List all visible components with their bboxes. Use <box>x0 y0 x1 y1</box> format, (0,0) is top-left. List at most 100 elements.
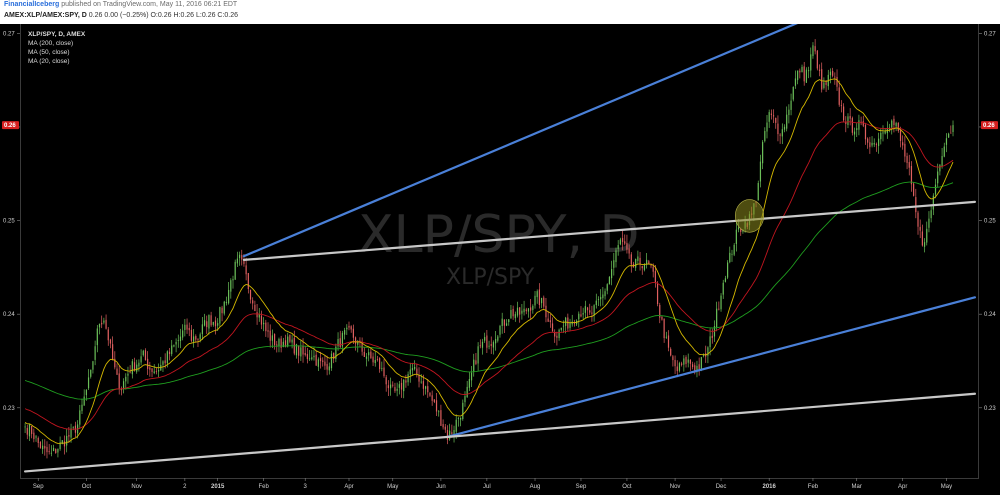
candle-body <box>597 299 600 300</box>
candle-body <box>950 132 952 134</box>
candle-body <box>534 295 536 306</box>
candle-body <box>245 265 247 275</box>
candle-body <box>832 70 834 76</box>
candle-body <box>271 335 273 341</box>
candle-body <box>646 259 648 265</box>
candle-body <box>98 323 101 328</box>
y-tick-label-right: 0.23 <box>984 406 996 412</box>
candle-body <box>941 156 943 167</box>
candle-body <box>948 133 950 138</box>
y-tick-label-right: 0.25 <box>984 219 996 225</box>
candle-body <box>792 87 794 100</box>
candle-body <box>737 227 740 230</box>
x-tick-label: Oct <box>622 484 632 490</box>
candle-body <box>895 122 897 127</box>
candle-body <box>639 257 641 265</box>
candle-body <box>921 231 923 246</box>
candle-body <box>335 346 337 359</box>
candle-body <box>389 384 392 389</box>
candle-body <box>724 278 727 282</box>
candle-body <box>470 372 473 381</box>
candle-body <box>593 305 595 316</box>
candle-body <box>313 355 315 358</box>
price-chart[interactable]: 0.27 0.26 0.25 0.24 0.23 0.27 0.26 0.25 0.24 0.2… <box>0 24 1000 495</box>
candle-body <box>42 445 44 450</box>
candle-body <box>308 358 311 360</box>
candle-body <box>138 362 140 367</box>
candle-body <box>589 310 591 313</box>
candle-body <box>849 115 851 119</box>
candle-body <box>902 142 904 146</box>
candle-body <box>880 132 882 140</box>
candle-body <box>656 283 659 304</box>
candle-body <box>853 131 856 135</box>
legend-ma50[interactable]: MA (50, close) <box>28 49 70 56</box>
candle-body <box>788 109 790 116</box>
candle-body <box>376 359 379 360</box>
x-tick-label: Jun <box>436 484 446 490</box>
candle-body <box>729 252 731 263</box>
candle-body <box>525 309 527 312</box>
candle-body <box>637 256 639 261</box>
candle-body <box>805 69 807 83</box>
candle-body <box>44 446 46 449</box>
breakout-highlight-ellipse <box>734 199 765 233</box>
candle-body <box>551 323 554 332</box>
candle-body <box>665 336 667 338</box>
candle-body <box>219 307 221 324</box>
highlight-layer <box>734 199 765 233</box>
candle-body <box>96 328 98 346</box>
candle-body <box>904 143 906 157</box>
candle-body <box>505 323 508 326</box>
candle-body <box>199 334 201 340</box>
candle-body <box>201 324 203 335</box>
candle-body <box>228 289 230 304</box>
candle-body <box>168 351 171 355</box>
candle-body <box>190 329 193 341</box>
candle-body <box>344 330 346 335</box>
candle-body <box>519 307 521 315</box>
candle-body <box>446 430 449 440</box>
candle-body <box>823 82 825 89</box>
candle-body <box>140 356 142 363</box>
candle-body <box>92 361 94 370</box>
candle-body <box>621 237 624 242</box>
symbol-name: AMEX:XLP/AMEX:SPY, D <box>4 12 87 19</box>
candle-body <box>107 329 109 341</box>
candle-body <box>910 166 913 185</box>
candle-body <box>457 418 460 419</box>
candle-body <box>33 432 35 440</box>
candle-body <box>562 325 565 327</box>
candle-body <box>733 244 735 255</box>
candle-body <box>418 374 420 382</box>
x-tick-label: May <box>387 484 398 490</box>
candle-body <box>681 363 683 365</box>
candle-body <box>151 368 153 372</box>
candle-body <box>379 358 381 370</box>
candle-body <box>934 184 937 195</box>
legend-ma20[interactable]: MA (20, close) <box>28 58 70 65</box>
candle-body <box>466 386 468 398</box>
chart-area[interactable]: 0.27 0.26 0.25 0.24 0.23 0.27 0.26 0.25 0.24 0.2… <box>0 24 1000 495</box>
candle-body <box>915 197 917 213</box>
candle-body <box>899 130 902 141</box>
candle-body <box>945 138 948 145</box>
legend-ma200[interactable]: MA (200, close) <box>28 40 73 47</box>
candle-body <box>435 400 438 412</box>
candle-body <box>488 345 490 347</box>
candle-body <box>834 76 836 78</box>
candle-body <box>225 301 228 304</box>
x-tick-label: Apr <box>898 484 907 490</box>
candle-body <box>661 316 663 320</box>
candle-body <box>532 305 534 310</box>
candle-body <box>768 112 770 122</box>
candle-body <box>182 330 184 338</box>
candle-body <box>300 347 302 357</box>
candle-body <box>549 320 551 323</box>
candle-body <box>125 376 127 382</box>
candle-body <box>917 212 919 227</box>
candle-body <box>492 342 495 348</box>
candle-body <box>103 320 105 323</box>
candle-body <box>381 368 383 369</box>
author-link[interactable]: FinancialIceberg <box>4 1 60 8</box>
